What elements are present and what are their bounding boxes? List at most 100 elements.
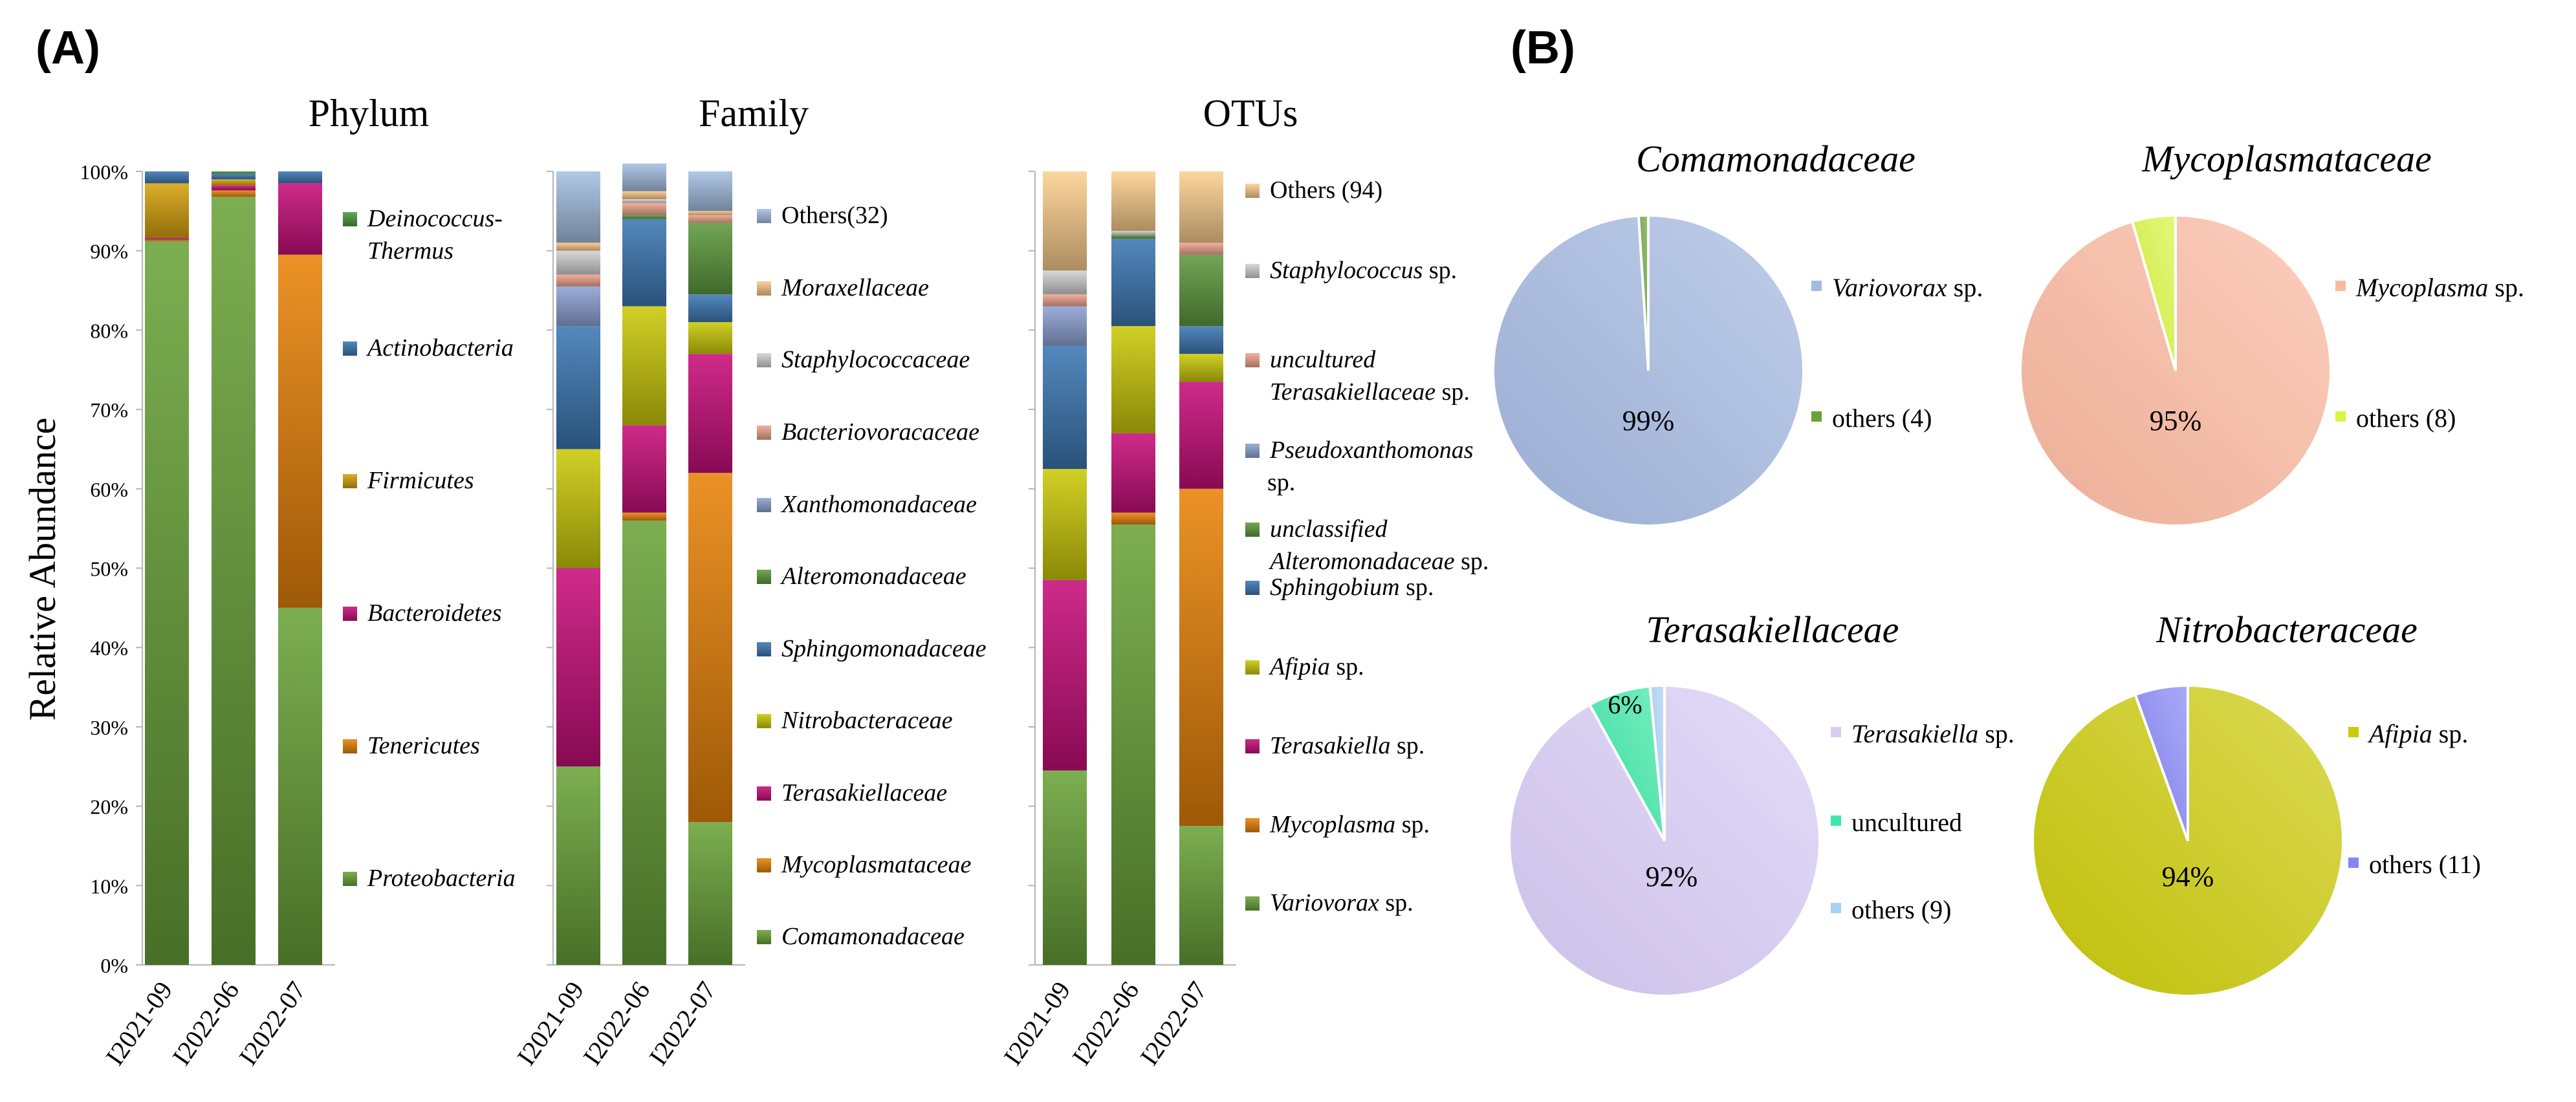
- x-category-label: I2022-07: [643, 976, 721, 1070]
- family-bar-segment-comamonadaceae: [622, 520, 666, 965]
- family-bar-segment-nitrobacteraceae: [688, 322, 732, 354]
- x-category-label: I2021-09: [998, 976, 1076, 1070]
- pie-legend-swatch: [2348, 727, 2359, 737]
- y-tick-label: 80%: [90, 319, 128, 342]
- phylum-stacked-bar-chart: Phylum Relative Abundance 0% 10% 20% 30% 40%…: [21, 92, 516, 1070]
- family-legend-label-comamonadaceae: Comamonadaceae: [781, 923, 965, 950]
- otus-legend-swatch: [1245, 896, 1260, 911]
- otus-legend-label-alteromonadaceae: Alteromonadaceae sp.: [1268, 548, 1489, 575]
- phylum-bar-segment-proteobacteria: [145, 241, 189, 965]
- phylum-bar-segment-bacteroidetes: [278, 183, 322, 255]
- phylum-bar-segment-firmicutes: [145, 183, 189, 239]
- y-tick-label: 70%: [90, 398, 128, 422]
- family-bar-segment-bacteriovoracaceae: [556, 274, 600, 286]
- pie-center-percent-label: 95%: [2150, 405, 2202, 437]
- y-tick-label: 30%: [90, 716, 128, 739]
- phylum-bar-segment-actinobacteria: [278, 171, 322, 184]
- family-bar-segment-mycoplasmataceae: [688, 473, 732, 823]
- pie-slice-others-11: [2134, 684, 2189, 841]
- family-legend-swatch: [757, 498, 771, 512]
- pie-slice-percent-label: 6%: [1608, 690, 1642, 719]
- phylum-bar-segment-tenericutes: [212, 190, 256, 197]
- phylum-legend-label-actinobacteria: Actinobacteria: [366, 334, 514, 362]
- family-bar-segment-alteromonadaceae: [688, 222, 732, 295]
- family-legend-swatch: [757, 426, 771, 440]
- x-category-label: I2022-07: [1134, 976, 1212, 1070]
- family-legend-swatch: [757, 642, 771, 656]
- otus-bar-segment-mycoplasma: [1111, 512, 1155, 525]
- pie-legend-swatch: [1831, 816, 1841, 826]
- otus-bar-segment-unclassified: [1179, 254, 1223, 327]
- pie-legend-label-uncultured: uncultured: [1851, 808, 1962, 837]
- otus-bar-segment-sphingobium: [1043, 345, 1087, 470]
- y-tick-label: 20%: [90, 795, 128, 819]
- family-legend-label-sphingomonadaceae: Sphingomonadaceae: [781, 635, 987, 662]
- x-category-label: I2022-07: [233, 976, 311, 1070]
- otus-legend-label-terasakiella: Terasakiella sp.: [1270, 732, 1424, 759]
- family-bar-segment-others-32: [622, 163, 666, 191]
- pie-slice-others-8: [2130, 213, 2177, 371]
- family-bar-segment-sphingomonadaceae: [556, 326, 600, 449]
- pie-center-percent-label: 94%: [2162, 861, 2214, 892]
- panel-b-label: (B): [1511, 22, 1575, 74]
- pie-slice-others-9: [1648, 684, 1666, 841]
- phylum-bar-segment-proteobacteria: [212, 197, 256, 965]
- family-bar-segment-sphingomonadaceae: [622, 219, 666, 307]
- otus-legend-label-mycoplasma: Mycoplasma sp.: [1269, 811, 1430, 838]
- y-axis-label: Relative Abundance: [21, 418, 63, 721]
- otus-legend-swatch: [1245, 184, 1260, 198]
- family-bar-segment-sphingomonadaceae: [688, 294, 732, 323]
- phylum-legend-swatch: [343, 872, 357, 886]
- otus-bar-segment-terasakiella: [1179, 382, 1223, 489]
- otus-legend-label-variovorax: Variovorax sp.: [1270, 889, 1414, 916]
- otus-bar-segment-terasakiella: [1043, 579, 1087, 771]
- otus-bar-segment-mycoplasma: [1179, 488, 1223, 826]
- otus-bar-segment-uncultured: [1043, 294, 1087, 307]
- otus-legend-swatch: [1245, 444, 1260, 458]
- x-category-label: I2022-06: [1066, 976, 1144, 1070]
- family-legend-swatch: [757, 714, 771, 728]
- family-legend-swatch: [757, 281, 771, 296]
- otus-bar-segment-staphylococcus: [1043, 270, 1087, 295]
- otus-legend-label-uncultured: uncultured: [1270, 346, 1376, 373]
- family-bar-segment-terasakiellaceae: [556, 568, 600, 767]
- panel-a-label: (A): [36, 22, 100, 74]
- otus-bar-segment-pseudoxanthomonas: [1043, 306, 1087, 346]
- phylum-bar-segment-bacteroidetes: [212, 186, 256, 191]
- family-bar-segment-moraxellaceae: [622, 191, 666, 199]
- y-tick-label: 90%: [90, 240, 128, 263]
- mycoplasmataceae-pie-chart: Mycoplasmataceae 95% Mycoplasma sp. others…: [2019, 138, 2524, 527]
- otus-chart-title: OTUs: [1203, 92, 1298, 135]
- otus-bar-segment-afipia: [1043, 469, 1087, 580]
- family-bar-segment-moraxellaceae: [688, 211, 732, 215]
- otus-legend-label-terasakiellaceae: Terasakiellaceae sp.: [1270, 378, 1470, 405]
- otus-legend-label-afipia: Afipia sp.: [1268, 653, 1364, 680]
- otus-bar-segment-others-94: [1111, 171, 1155, 232]
- family-legend-label-staphylococcaceae: Staphylococcaceae: [781, 346, 970, 373]
- family-chart-title: Family: [699, 92, 809, 135]
- pie-legend-swatch: [2348, 858, 2359, 868]
- family-legend-swatch: [757, 930, 771, 944]
- otus-bar-segment-uncultured: [1179, 243, 1223, 255]
- pie-legend-label-others-8: others (8): [2356, 404, 2456, 433]
- phylum-legend-label-bacteroidetes: Bacteroidetes: [367, 600, 502, 627]
- family-legend-label-alteromonadaceae: Alteromonadaceae: [780, 563, 966, 590]
- family-legend-label-terasakiellaceae: Terasakiellaceae: [781, 779, 947, 806]
- otus-legend-swatch: [1245, 264, 1260, 278]
- family-legend-swatch: [757, 570, 771, 584]
- family-bar-segment-bacteriovoracaceae: [622, 203, 666, 215]
- pie-slice-others-4: [1637, 213, 1650, 371]
- family-bar-segment-xanthomonadaceae: [556, 286, 600, 327]
- pie-legend-label-others-9: others (9): [1851, 895, 1951, 924]
- terasakiellaceae-pie-chart: Terasakiellaceae 92% 6% Terasakiella sp. un…: [1508, 609, 2014, 997]
- phylum-legend-label-proteobacteria: Proteobacteria: [367, 865, 516, 892]
- pie-legend-label-others-11: others (11): [2369, 850, 2481, 879]
- otus-bar-segment-staphylococcus: [1111, 231, 1155, 235]
- nitrobacteraceae-pie-title: Nitrobacteraceae: [2156, 609, 2418, 651]
- otus-legend-label-sp: sp.: [1267, 469, 1295, 496]
- pie-legend-label-afipia: Afipia sp.: [2367, 719, 2468, 748]
- family-bar-segment-bacteriovoracaceae: [688, 215, 732, 223]
- otus-legend-label-unclassified: unclassified: [1270, 515, 1388, 543]
